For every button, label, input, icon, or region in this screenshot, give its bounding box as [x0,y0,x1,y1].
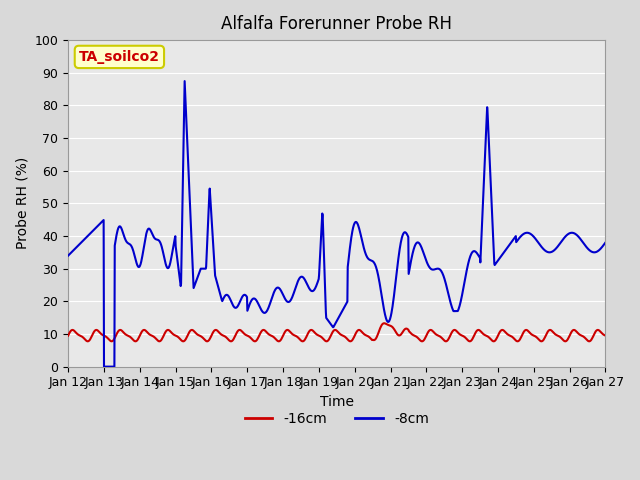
Title: Alfalfa Forerunner Probe RH: Alfalfa Forerunner Probe RH [221,15,452,33]
Text: TA_soilco2: TA_soilco2 [79,50,160,64]
Y-axis label: Probe RH (%): Probe RH (%) [15,157,29,250]
Legend: -16cm, -8cm: -16cm, -8cm [239,407,435,432]
X-axis label: Time: Time [320,395,354,409]
